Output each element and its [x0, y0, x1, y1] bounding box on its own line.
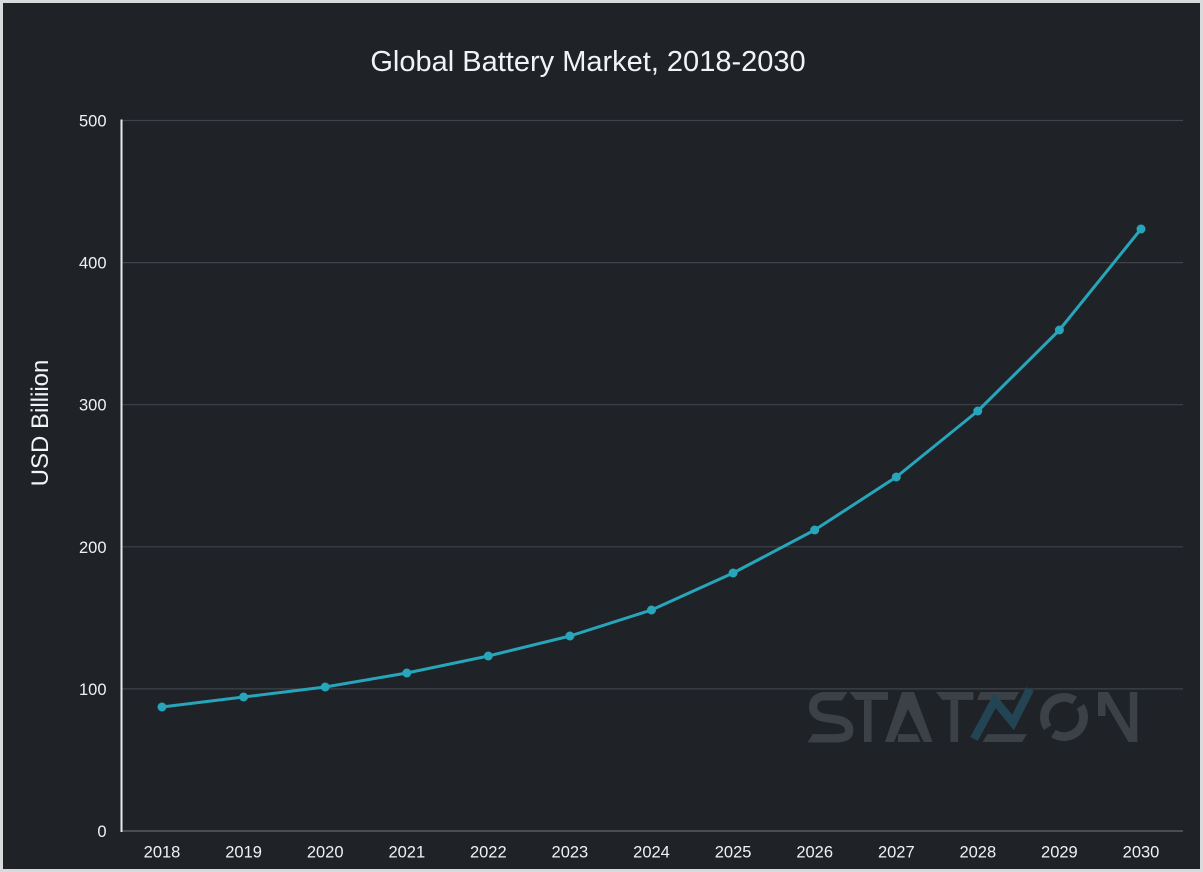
svg-text:2024: 2024 [633, 844, 670, 862]
svg-text:2027: 2027 [878, 844, 915, 862]
svg-text:2018: 2018 [144, 844, 181, 862]
svg-text:2026: 2026 [796, 844, 833, 862]
svg-text:2020: 2020 [307, 844, 344, 862]
svg-text:Global Battery Market, 2018-20: Global Battery Market, 2018-2030 [370, 46, 805, 78]
svg-text:2022: 2022 [470, 844, 507, 862]
svg-text:2023: 2023 [552, 844, 589, 862]
svg-text:2029: 2029 [1041, 844, 1078, 862]
svg-text:2021: 2021 [388, 844, 425, 862]
svg-text:2019: 2019 [225, 844, 262, 862]
svg-text:300: 300 [79, 397, 107, 415]
svg-text:2028: 2028 [959, 844, 996, 862]
svg-text:0: 0 [97, 823, 106, 841]
svg-text:100: 100 [79, 681, 107, 699]
svg-text:400: 400 [79, 255, 107, 273]
svg-text:2030: 2030 [1123, 844, 1160, 862]
svg-text:USD Billiion: USD Billiion [27, 360, 54, 487]
svg-text:2025: 2025 [715, 844, 752, 862]
svg-text:500: 500 [79, 113, 107, 131]
svg-text:200: 200 [79, 539, 107, 557]
